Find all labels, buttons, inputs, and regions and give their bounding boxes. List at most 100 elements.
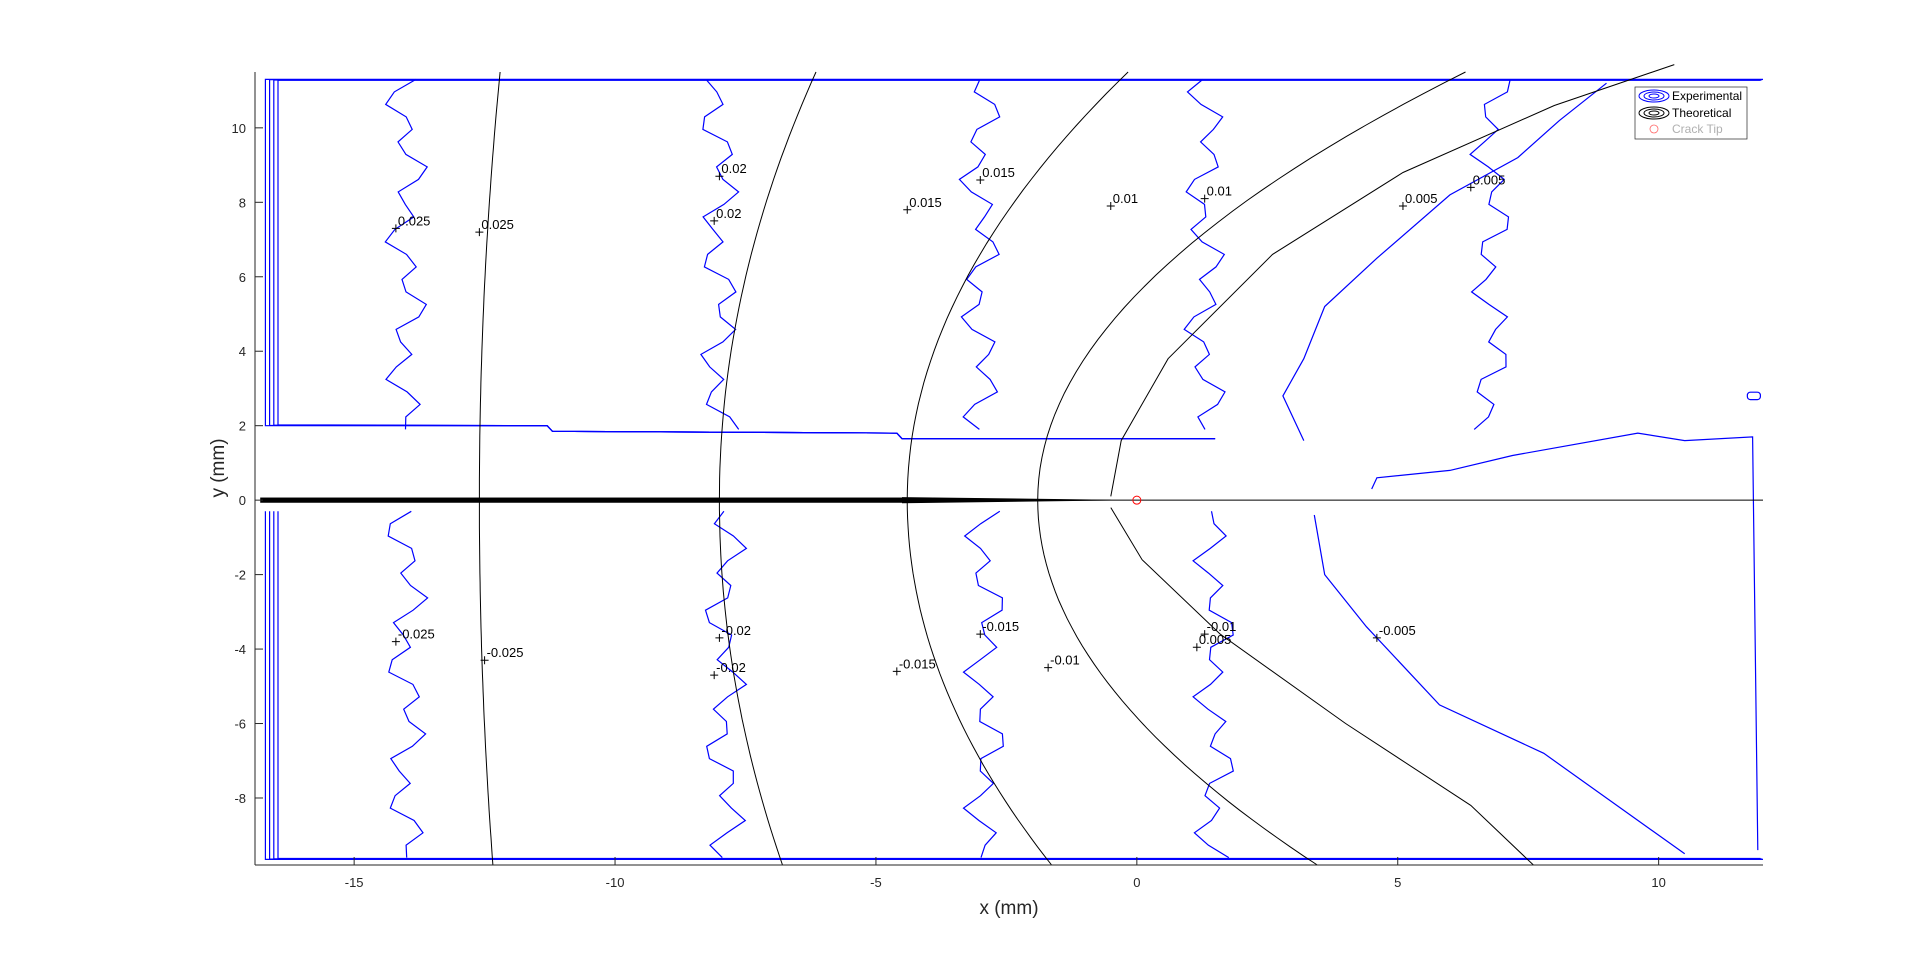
experimental-contour-label-text: -0.02 xyxy=(721,623,751,638)
experimental-contour-label-text: 0.02 xyxy=(716,206,741,221)
x-tick-label: 10 xyxy=(1651,875,1665,890)
experimental-small-loop xyxy=(1746,391,1761,401)
legend-entry-theoretical: Theoretical xyxy=(1638,106,1731,120)
theoretical-contour-lower xyxy=(906,500,1052,866)
experimental-contour-label-marker xyxy=(715,172,724,181)
experimental-contour-upper xyxy=(1469,79,1511,430)
theoretical-contour-label-marker xyxy=(903,205,912,214)
experimental-boundary-lower xyxy=(277,511,1761,860)
experimental-contour-label-marker xyxy=(710,216,719,225)
crack-line-band xyxy=(260,497,1111,504)
experimental-contour-label-text: -0.025 xyxy=(398,627,435,642)
experimental-contour-label-marker xyxy=(710,671,719,680)
experimental-contour-upper-right xyxy=(1282,82,1607,441)
theoretical-legend-icon xyxy=(1638,106,1670,120)
experimental-contour-label-text: -0.005 xyxy=(1379,623,1416,638)
experimental-contours xyxy=(264,78,1763,860)
theoretical-contour-lower-005 xyxy=(1110,507,1534,866)
theoretical-contour-label-marker xyxy=(892,667,901,676)
legend-entry-crack-tip: Crack Tip xyxy=(1649,122,1723,136)
theoretical-contour-upper xyxy=(718,71,817,501)
crack-tip-marker xyxy=(1132,495,1142,505)
y-ticks: -8 -6 -4 -2 0 2 4 6 8 10 xyxy=(232,121,263,806)
experimental-contour-label-marker xyxy=(715,633,724,642)
experimental-contour-label-marker xyxy=(1466,183,1475,192)
theoretical-contour-label-text: 0.01 xyxy=(1113,191,1138,206)
y-tick-label: -2 xyxy=(234,568,246,583)
theoretical-contour-upper xyxy=(1037,71,1466,501)
theoretical-contour-lower xyxy=(478,500,494,866)
theoretical-contour-label-marker xyxy=(480,656,489,665)
theoretical-contour-lower xyxy=(1037,500,1318,866)
legend: Experimental Theoretical Crack Tip xyxy=(1634,86,1748,140)
theoretical-contour-upper xyxy=(478,71,501,501)
experimental-contour-label-text: 0.005 xyxy=(1473,172,1506,187)
y-tick-label: 4 xyxy=(239,344,246,359)
experimental-contour-label-text: 0.025 xyxy=(398,213,431,228)
experimental-contour-label-marker xyxy=(391,637,400,646)
plot-area xyxy=(255,72,1763,865)
theoretical-contour-lower xyxy=(718,500,783,866)
y-tick-label: 0 xyxy=(239,493,246,508)
legend-label-crack-tip: Crack Tip xyxy=(1672,122,1723,136)
theoretical-contour-label-marker xyxy=(1106,202,1115,211)
experimental-contour-label-text: 0.02 xyxy=(721,161,746,176)
contour-labels: 0.025 0.02 0.02 0.015 0.01 0.005 -0.025 -0.02 -0… xyxy=(391,161,1506,680)
experimental-contour-label-text: -0.02 xyxy=(716,660,746,675)
crack-band-fill xyxy=(260,497,903,503)
y-tick-label: 6 xyxy=(239,270,246,285)
y-axis-title: y (mm) xyxy=(208,438,229,497)
crack-band-taper xyxy=(901,497,1111,504)
experimental-contour-upper xyxy=(958,79,1001,430)
experimental-contour-lower xyxy=(962,510,1004,858)
experimental-contour-label-marker xyxy=(1372,633,1381,642)
theoretical-contours xyxy=(478,64,1763,866)
x-tick-label: -10 xyxy=(606,875,625,890)
x-tick-label: -5 xyxy=(870,875,882,890)
theoretical-contour-label-text: 0.005 xyxy=(1405,191,1438,206)
theoretical-contour-label-marker xyxy=(1044,663,1053,672)
experimental-contour-upper xyxy=(1183,78,1226,430)
x-axis-title: x (mm) xyxy=(979,898,1038,919)
theoretical-contour-label-text: 0.015 xyxy=(909,195,942,210)
y-tick-label: -6 xyxy=(234,717,246,732)
experimental-contour-label-text: -0.01 xyxy=(1207,619,1237,634)
legend-box xyxy=(1634,86,1748,140)
theoretical-contour-upper-005 xyxy=(1110,64,1675,497)
experimental-legend-icon xyxy=(1638,89,1670,103)
x-ticks: -15 -10 -5 0 5 10 xyxy=(345,857,1666,890)
theoretical-contour-label-marker xyxy=(1398,202,1407,211)
x-tick-label: 0 xyxy=(1133,875,1140,890)
y-tick-label: -8 xyxy=(234,791,246,806)
experimental-contour-lower xyxy=(1192,511,1234,859)
y-tick-label: -4 xyxy=(234,642,246,657)
theoretical-contour-label-text: -0.01 xyxy=(1050,653,1080,668)
theoretical-contour-label-text: 0.005 xyxy=(1199,632,1232,647)
experimental-contour-lower-right xyxy=(1313,514,1686,855)
theoretical-contour-label-text: -0.015 xyxy=(899,656,936,671)
axes xyxy=(254,72,1763,866)
experimental-contour-label-marker xyxy=(976,630,985,639)
experimental-contour-label-text: 0.015 xyxy=(982,165,1015,180)
experimental-contour-label-marker xyxy=(976,175,985,184)
legend-entry-experimental: Experimental xyxy=(1638,89,1742,103)
theoretical-contour-upper xyxy=(906,71,1129,501)
experimental-contour-label-marker xyxy=(1200,194,1209,203)
y-tick-label: 10 xyxy=(232,121,246,136)
experimental-contour-label-text: -0.015 xyxy=(982,619,1019,634)
experimental-contour-label-text: 0.01 xyxy=(1207,184,1232,199)
y-tick-label: 2 xyxy=(239,419,246,434)
theoretical-contour-label-text: 0.025 xyxy=(481,217,514,232)
x-tick-label: -15 xyxy=(345,875,364,890)
legend-label-theoretical: Theoretical xyxy=(1672,106,1731,120)
experimental-boundary-upper xyxy=(277,79,1761,440)
experimental-contour-label-marker xyxy=(391,224,400,233)
x-tick-label: 5 xyxy=(1394,875,1401,890)
experimental-contour-right-edge xyxy=(1371,432,1759,851)
experimental-contour-upper xyxy=(384,78,429,430)
theoretical-contour-label-text: -0.025 xyxy=(487,645,524,660)
experimental-contour-lower xyxy=(704,510,748,859)
experimental-contour-lower xyxy=(387,510,429,858)
theoretical-contour-label-marker xyxy=(475,228,484,237)
